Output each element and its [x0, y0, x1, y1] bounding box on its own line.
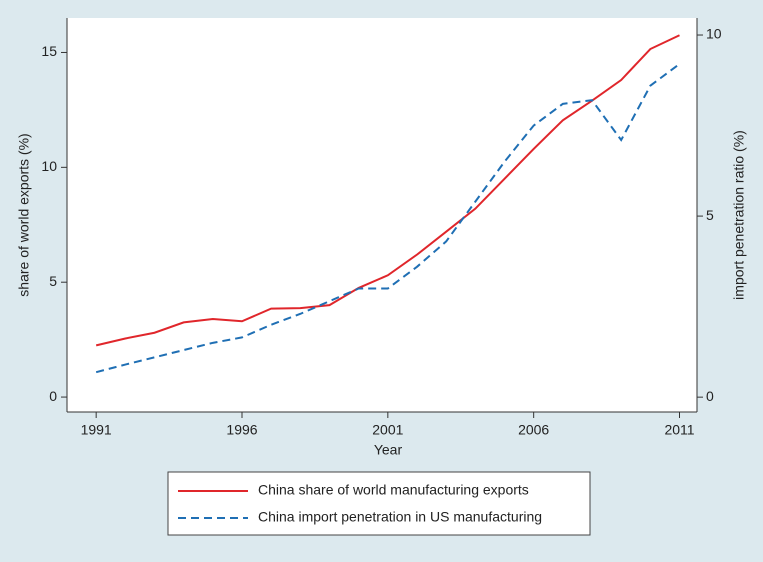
x-tick-label: 2001: [372, 422, 403, 438]
legend-label: China share of world manufacturing expor…: [258, 482, 529, 498]
x-tick-label: 2006: [518, 422, 549, 438]
plot-area: [67, 18, 697, 412]
x-tick-label: 2011: [664, 422, 694, 438]
series-line: [95, 34, 680, 347]
y2-tick-label: 0: [706, 388, 714, 404]
y-tick-label: 15: [41, 43, 57, 59]
x-axis-label: Year: [374, 442, 403, 458]
y-tick-label: 10: [41, 158, 57, 174]
y-axis-label: share of world exports (%): [16, 133, 32, 296]
series-line: [95, 63, 681, 374]
y-tick-label: 0: [49, 388, 57, 404]
y2-axis-label: import penetration ratio (%): [731, 130, 747, 300]
x-tick-label: 1996: [226, 422, 257, 438]
legend-label: China import penetration in US manufactu…: [258, 509, 542, 525]
x-tick-label: 1991: [81, 422, 112, 438]
y-tick-label: 5: [49, 273, 57, 289]
y2-tick-label: 5: [706, 207, 714, 223]
legend-box: [167, 471, 591, 536]
y2-tick-label: 10: [706, 26, 722, 42]
